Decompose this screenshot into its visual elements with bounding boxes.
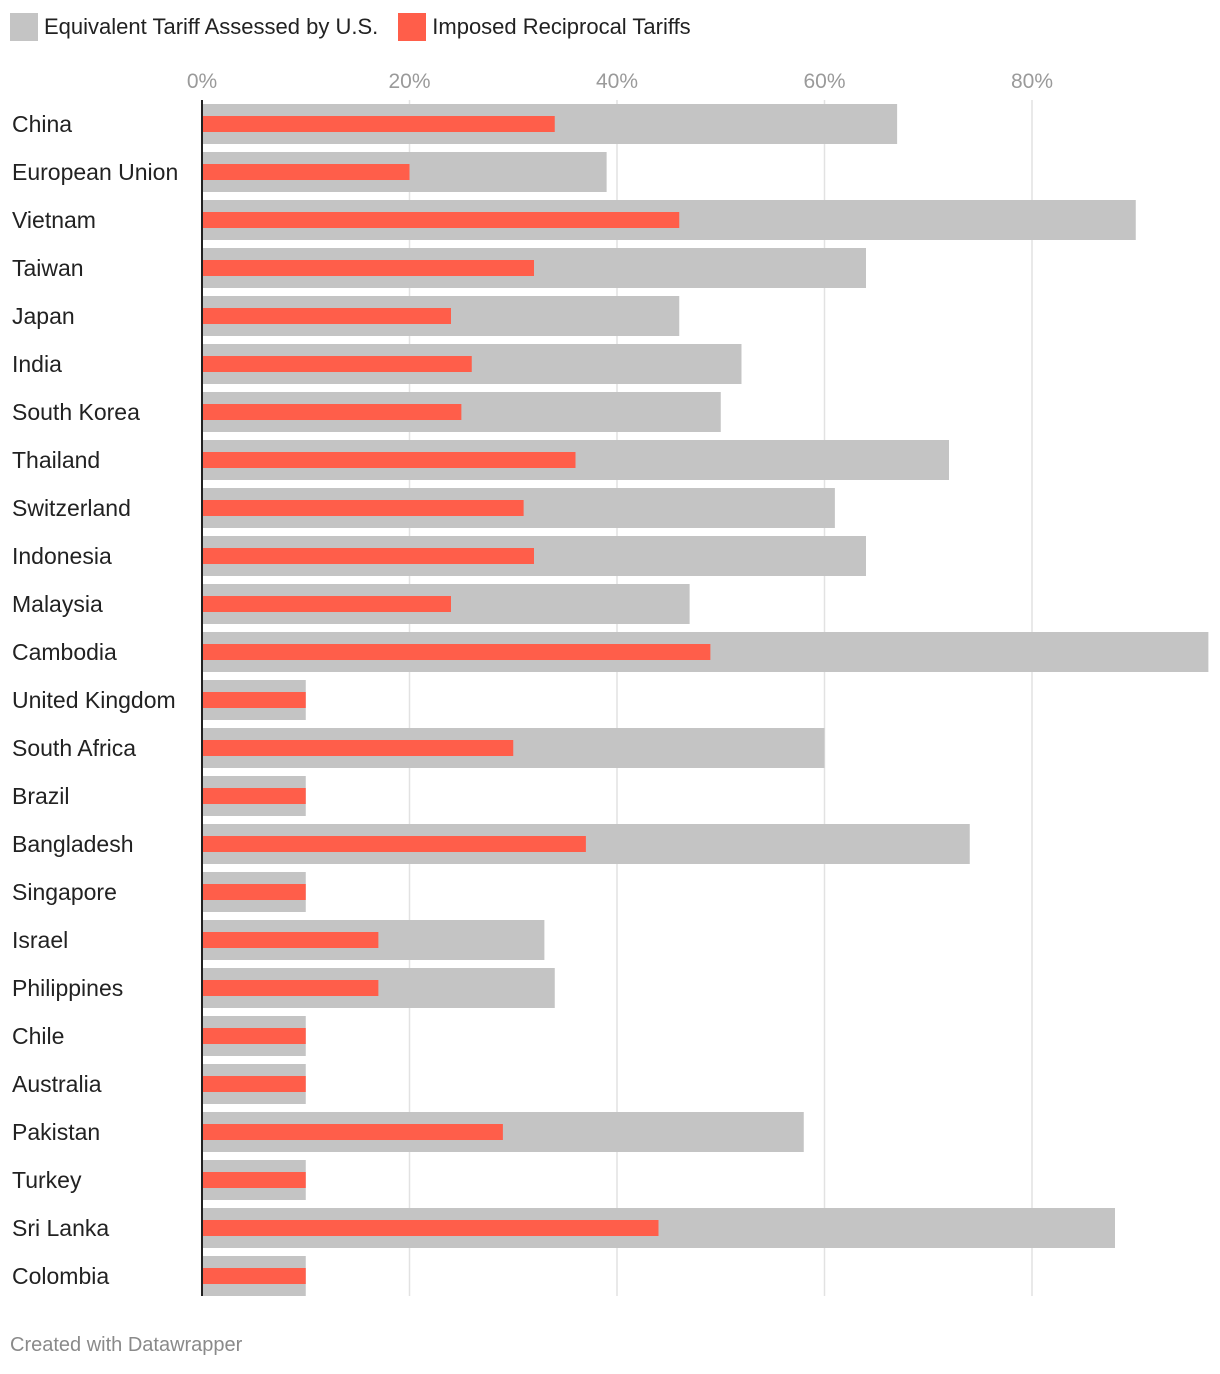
bar-imposed-colombia (202, 1268, 306, 1284)
category-label-colombia: Colombia (12, 1263, 109, 1289)
legend-label-imposed: Imposed Reciprocal Tariffs (432, 14, 691, 39)
bar-imposed-indonesia (202, 548, 534, 564)
category-label-israel: Israel (12, 927, 68, 953)
bar-imposed-brazil (202, 788, 306, 804)
x-tick-label-0: 0% (187, 70, 217, 93)
bar-imposed-india (202, 356, 472, 372)
bar-imposed-cambodia (202, 644, 711, 660)
x-tick-label-40: 40% (596, 70, 638, 93)
legend-swatch-equivalent (10, 13, 38, 41)
category-label-japan: Japan (12, 303, 75, 329)
chart-legend: Equivalent Tariff Assessed by U.S. Impos… (10, 12, 711, 42)
bar-imposed-pakistan (202, 1124, 503, 1140)
category-label-south-korea: South Korea (12, 399, 140, 425)
category-label-bangladesh: Bangladesh (12, 831, 134, 857)
bar-imposed-israel (202, 932, 379, 948)
category-label-cambodia: Cambodia (12, 639, 117, 665)
legend-swatch-imposed (398, 13, 427, 41)
bar-imposed-sri-lanka (202, 1220, 659, 1236)
bar-imposed-chile (202, 1028, 306, 1044)
bar-imposed-thailand (202, 452, 576, 468)
bar-imposed-united-kingdom (202, 692, 306, 708)
category-labels: China European Union Vietnam Taiwan Japan Ind… (12, 111, 178, 1289)
bar-imposed-south-korea (202, 404, 462, 420)
bar-imposed-taiwan (202, 260, 534, 276)
category-label-sri-lanka: Sri Lanka (12, 1215, 109, 1241)
bar-imposed-vietnam (202, 212, 680, 228)
bar-imposed-switzerland (202, 500, 524, 516)
category-label-vietnam: Vietnam (12, 207, 96, 233)
category-label-australia: Australia (12, 1071, 102, 1097)
bar-imposed-japan (202, 308, 451, 324)
category-label-india: India (12, 351, 62, 377)
bar-imposed-european-union (202, 164, 410, 180)
category-label-taiwan: Taiwan (12, 255, 84, 281)
category-label-brazil: Brazil (12, 783, 70, 809)
bar-imposed-turkey (202, 1172, 306, 1188)
legend-label-equivalent: Equivalent Tariff Assessed by U.S. (44, 14, 379, 39)
category-label-philippines: Philippines (12, 975, 123, 1001)
bar-imposed-singapore (202, 884, 306, 900)
category-label-pakistan: Pakistan (12, 1119, 100, 1145)
bar-imposed-australia (202, 1076, 306, 1092)
bars (202, 104, 1209, 1296)
category-label-singapore: Singapore (12, 879, 117, 905)
category-label-malaysia: Malaysia (12, 591, 103, 617)
x-tick-label-20: 20% (388, 70, 430, 93)
x-tick-label-80: 80% (1011, 70, 1053, 93)
category-label-turkey: Turkey (12, 1167, 82, 1193)
category-label-united-kingdom: United Kingdom (12, 687, 176, 713)
category-label-european-union: European Union (12, 159, 178, 185)
bar-imposed-bangladesh (202, 836, 586, 852)
bar-chart: 0% 20% 40% 60% 80% China European Union Vietna… (12, 70, 1209, 1296)
legend-item-equivalent: Equivalent Tariff Assessed by U.S. (10, 13, 378, 41)
bar-imposed-philippines (202, 980, 379, 996)
category-label-indonesia: Indonesia (12, 543, 112, 569)
x-tick-label-60: 60% (803, 70, 845, 93)
bar-imposed-south-africa (202, 740, 514, 756)
bar-imposed-malaysia (202, 596, 451, 612)
category-label-switzerland: Switzerland (12, 495, 131, 521)
bar-imposed-china (202, 116, 555, 132)
footer-credit: Created with Datawrapper (10, 1334, 243, 1356)
category-label-south-africa: South Africa (12, 735, 136, 761)
category-label-chile: Chile (12, 1023, 64, 1049)
category-label-thailand: Thailand (12, 447, 100, 473)
legend-item-imposed: Imposed Reciprocal Tariffs (398, 13, 691, 41)
x-axis-ticks: 0% 20% 40% 60% 80% (187, 70, 1053, 93)
category-label-china: China (12, 111, 72, 137)
